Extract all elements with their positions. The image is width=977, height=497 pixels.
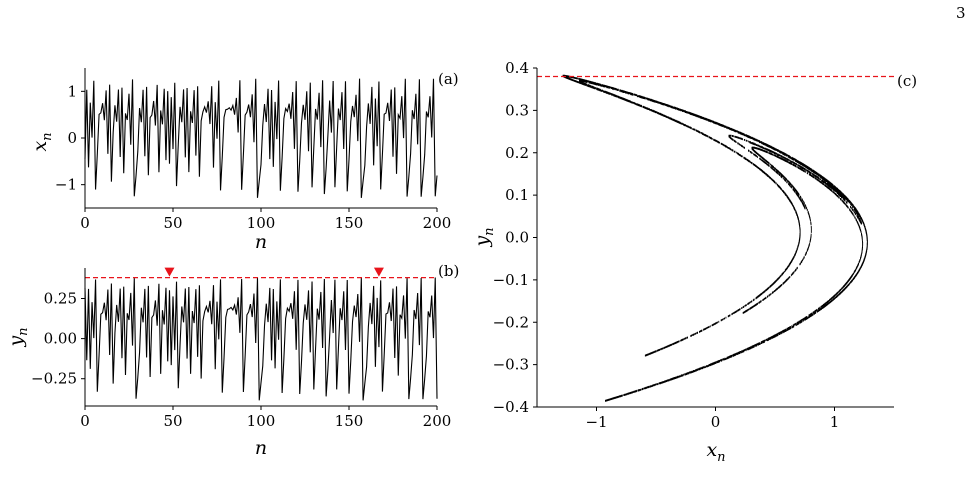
panel-a-y-ticks: −1 0 1 — [55, 82, 85, 194]
panel-c-x-label-sub: n — [717, 450, 725, 465]
x-tick-label: 0 — [80, 214, 90, 232]
x-tick-label: 200 — [423, 214, 452, 232]
panel-b-y-ticks: −0.25 0.00 0.25 — [31, 289, 85, 388]
x-tick-label: −1 — [585, 413, 607, 431]
x-tick-label: 100 — [247, 412, 276, 430]
y-tick-label: 1 — [67, 82, 77, 100]
panel-b-y-label-main: y — [5, 336, 27, 348]
y-tick-label: 0.2 — [505, 144, 529, 162]
panel-a-y-label: xn — [29, 132, 55, 151]
x-tick-label: 200 — [423, 412, 452, 430]
panel-b-line — [84, 277, 438, 401]
panel-a-series — [84, 78, 438, 198]
panel-a-y-label-main: x — [29, 141, 51, 152]
panel-b-y-label-sub: n — [16, 327, 31, 335]
y-tick-label: −1 — [55, 176, 77, 194]
panel-b: 0 50 100 150 200 −0.250.000.25 (b) n yn — [5, 262, 459, 459]
x-tick-label: 1 — [830, 413, 840, 431]
y-tick-label: −0.3 — [493, 356, 529, 374]
panel-b-series — [84, 277, 438, 401]
panel-c-x-label-main: x — [706, 439, 717, 461]
panel-a-x-label: n — [255, 231, 267, 253]
x-tick-label: 100 — [247, 214, 276, 232]
panel-c-x-ticks: −1 0 1 — [585, 407, 839, 431]
panel-b-markers — [164, 267, 384, 277]
svg-text:yn: yn — [471, 227, 497, 247]
peak-marker — [164, 267, 175, 277]
panel-b-label: (b) — [438, 262, 459, 280]
panel-c: −1 0 1 −0.4 −0.3 −0.2 −0.1 0.0 0.1 0.2 0.3 0.4 (c)… — [471, 59, 917, 465]
y-tick-label: 0.4 — [505, 59, 529, 77]
x-tick-label: 0 — [80, 412, 90, 430]
svg-text:xn: xn — [29, 132, 55, 151]
panel-a-line — [84, 78, 438, 198]
panel-c-x-label: xn — [706, 439, 725, 465]
y-tick-label: −0.1 — [493, 271, 529, 289]
panel-a-x-ticks: 0 50 100 150 200 — [80, 208, 451, 232]
y-tick-label: −0.4 — [493, 398, 529, 416]
y-tick-label: 0.3 — [505, 101, 529, 119]
panel-c-label: (c) — [897, 72, 917, 90]
panel-c-y-label-sub: n — [482, 227, 497, 235]
page-number: 3 — [956, 4, 966, 22]
y-tick-label: −0.25 — [31, 370, 77, 388]
x-tick-label: 50 — [163, 412, 182, 430]
panel-b-x-ticks: 0 50 100 150 200 — [80, 406, 451, 430]
y-tick-label: 0 — [67, 129, 77, 147]
attractor-points — [562, 74, 868, 402]
panel-c-attractor — [562, 74, 868, 402]
y-tick-label: 0.1 — [505, 186, 529, 204]
panel-c-y-ticks: −0.4 −0.3 −0.2 −0.1 0.0 0.1 0.2 0.3 0.4 — [493, 59, 537, 416]
panel-c-y-label: yn — [471, 227, 497, 247]
svg-text:yn: yn — [5, 327, 31, 347]
y-tick-label: 0.00 — [44, 330, 77, 348]
y-tick-label: 0.25 — [44, 289, 77, 307]
x-tick-label: 50 — [163, 214, 182, 232]
panel-a-y-label-sub: n — [40, 132, 55, 140]
panel-a: 0 50 100 150 200 −101 (a) n xn — [29, 68, 459, 253]
panel-b-y-label: yn — [5, 327, 31, 347]
panel-c-y-label-main: y — [471, 236, 493, 248]
y-tick-label: −0.2 — [493, 313, 529, 331]
peak-marker — [373, 267, 384, 277]
panel-a-label: (a) — [438, 70, 459, 88]
y-tick-label: 0.0 — [505, 229, 529, 247]
x-tick-label: 0 — [711, 413, 721, 431]
x-tick-label: 150 — [335, 412, 364, 430]
x-tick-label: 150 — [335, 214, 364, 232]
panel-b-x-label: n — [255, 437, 267, 459]
